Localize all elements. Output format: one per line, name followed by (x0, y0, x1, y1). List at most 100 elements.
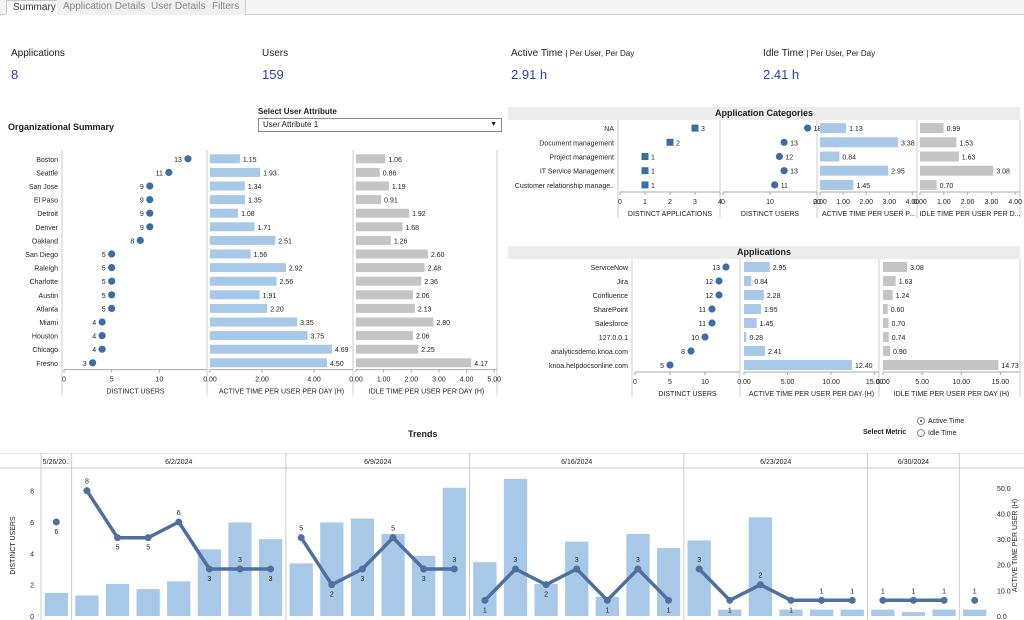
bar (883, 290, 893, 300)
data-label: 2.06 (416, 334, 430, 341)
metric-option-label: Active Time (928, 417, 965, 425)
data-label: 1.63 (899, 279, 913, 286)
data-point (146, 209, 154, 217)
data-point (144, 534, 152, 542)
data-point (780, 138, 788, 146)
data-point (940, 596, 948, 604)
tab-user-details[interactable]: User Details (145, 0, 213, 15)
bar (595, 596, 619, 616)
category-label: Charlotte (30, 279, 59, 286)
category-label: Document management (539, 140, 614, 147)
data-label: 1.63 (962, 155, 976, 162)
y-axis-title-left: DISTINCT USERS (10, 516, 17, 575)
bar (626, 533, 650, 616)
tab-filters[interactable]: Filters (206, 0, 247, 15)
category-label: ServiceNow (591, 265, 629, 272)
category-label: Atlanta (36, 306, 58, 313)
bar (840, 609, 864, 616)
metric-option-idle-time[interactable]: Idle Time (917, 429, 956, 437)
bar (210, 358, 327, 368)
category-label: San Jose (29, 184, 58, 191)
data-point (108, 304, 116, 312)
metric-option-active-time[interactable]: Active Time (917, 417, 964, 425)
tab-summary[interactable]: Summary (6, 0, 63, 15)
x-tick-label: 1.00 (836, 199, 850, 206)
data-label: 13 (790, 140, 798, 147)
bar (210, 235, 276, 245)
x-tick-label: 0 (62, 377, 66, 384)
data-label: 2.92 (289, 266, 303, 273)
data-point (108, 291, 116, 299)
data-point (512, 565, 519, 573)
data-label: 12.40 (855, 363, 873, 370)
bar (258, 539, 283, 616)
data-label: 2.95 (891, 169, 905, 176)
data-point (603, 596, 611, 604)
data-label: 1 (973, 588, 977, 595)
bar (356, 344, 419, 354)
bar (197, 549, 222, 616)
bar (210, 303, 268, 313)
bar (503, 478, 528, 616)
data-label: 2 (676, 140, 680, 147)
data-label: 5 (102, 306, 106, 313)
data-label: 3.38 (901, 140, 915, 147)
x-tick-label: 15.00 (992, 379, 1010, 386)
data-label: 3 (636, 557, 640, 564)
data-point (389, 534, 397, 542)
data-point (775, 152, 783, 161)
data-point (879, 596, 887, 604)
category-label: Customer relationship manage.. (515, 183, 614, 190)
data-label: 2 (758, 573, 762, 580)
x-tick-label: 0.00 (876, 379, 890, 386)
data-label: 2 (544, 592, 548, 599)
category-label: analyticsdemo.knoa.com (551, 349, 628, 356)
data-label: 4 (92, 320, 96, 327)
x-tick-label: 4.00 (307, 377, 321, 384)
kpi-active-time-title: Active Time (511, 48, 563, 59)
bar (565, 541, 589, 616)
data-label: 3 (701, 126, 705, 133)
data-label: 1 (820, 588, 824, 595)
x-tick-label: 0.00 (813, 199, 827, 206)
data-label: 2.20 (270, 306, 284, 313)
bar (744, 360, 852, 370)
data-point (708, 319, 716, 327)
bar (901, 612, 926, 616)
bar (210, 290, 260, 300)
data-point (687, 347, 695, 355)
data-label: 0.91 (384, 198, 398, 205)
week-header: 6/9/2024 (364, 459, 391, 466)
data-point (909, 596, 917, 604)
data-label: 0.86 (383, 170, 397, 177)
kpi-idle-time-label: Idle Time | Per User, Per Day (763, 48, 875, 59)
data-label: 1.19 (392, 184, 406, 191)
bar (210, 249, 251, 259)
x-tick-label: 2.00 (859, 199, 873, 206)
data-label: 1.15 (243, 157, 257, 164)
bar (687, 540, 711, 616)
tab-application-details[interactable]: Application Details (57, 0, 153, 15)
bar (744, 290, 764, 300)
data-point (634, 565, 642, 573)
category-label: Seattle (36, 170, 58, 177)
radio-selected-icon (917, 417, 925, 425)
bar (883, 346, 891, 356)
bar (356, 249, 428, 259)
data-label: 1 (789, 607, 793, 614)
kpi-active-time-value: 2.91 h (511, 67, 548, 82)
data-label: 1.68 (405, 225, 419, 232)
category-label: 127.0.0.1 (599, 335, 628, 342)
data-label: 1.45 (856, 183, 870, 190)
data-label: 3 (83, 361, 87, 368)
data-label: 4 (92, 334, 96, 341)
bar (744, 276, 752, 286)
data-label: 0.84 (842, 155, 856, 162)
data-label: 14.73 (1001, 363, 1019, 370)
x-tick-label: 5.00 (915, 379, 929, 386)
user-attribute-select[interactable]: User Attribute 1 ▼ (258, 118, 502, 132)
bar (442, 487, 466, 616)
bar (883, 304, 888, 314)
data-label: 0.28 (749, 335, 763, 342)
data-point (666, 138, 674, 146)
